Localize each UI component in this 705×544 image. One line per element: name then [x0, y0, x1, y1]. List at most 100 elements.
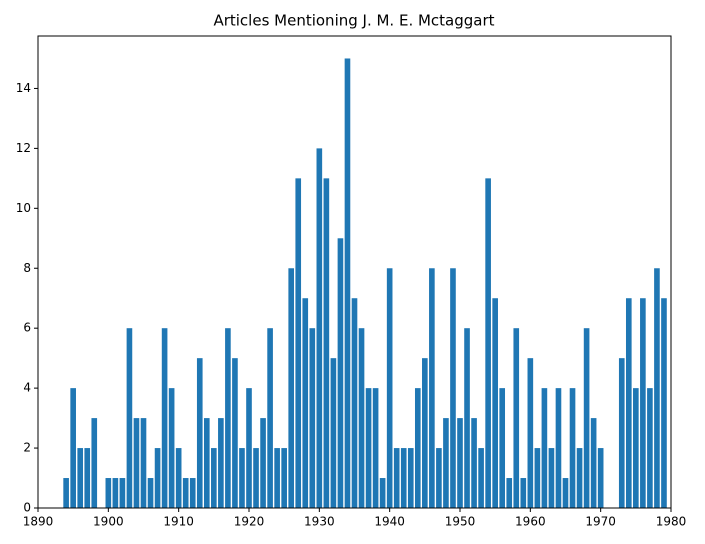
bar [189, 478, 196, 508]
bar [330, 358, 337, 508]
bar [309, 328, 316, 508]
y-tick-label: 8 [23, 261, 31, 275]
bar [358, 328, 365, 508]
bar [422, 358, 428, 508]
bar [640, 298, 646, 508]
bar [232, 358, 238, 508]
bar [513, 328, 520, 508]
bar [295, 178, 302, 508]
bar [661, 298, 667, 508]
bar [267, 328, 273, 508]
bar [239, 448, 245, 508]
bar [407, 448, 414, 508]
x-tick-label: 1910 [163, 515, 194, 529]
bar [464, 328, 470, 508]
bar [344, 58, 351, 508]
bar [288, 268, 295, 508]
bar [196, 358, 203, 508]
bar [647, 388, 653, 508]
bar [168, 388, 175, 508]
bar [534, 448, 541, 508]
bar [161, 328, 168, 508]
bar [485, 178, 491, 508]
x-tick-label: 1920 [234, 515, 265, 529]
bar [625, 298, 632, 508]
bar [84, 448, 91, 508]
bar [443, 418, 449, 508]
bar [548, 448, 555, 508]
bar [527, 358, 534, 508]
bar [316, 148, 323, 508]
bar [393, 448, 400, 508]
bar [147, 478, 154, 508]
bar [597, 448, 604, 508]
bar [400, 448, 407, 508]
bar [555, 388, 562, 508]
bar [450, 268, 456, 508]
y-tick-label: 0 [23, 501, 31, 515]
x-tick-label: 1960 [515, 515, 546, 529]
bar [471, 418, 477, 508]
y-tick-label: 12 [16, 141, 31, 155]
bar [302, 298, 309, 508]
y-tick-label: 10 [16, 201, 31, 215]
bar [414, 388, 421, 508]
x-tick-label: 1890 [23, 515, 54, 529]
y-tick-label: 6 [23, 321, 31, 335]
bar [569, 388, 576, 508]
bar [203, 418, 210, 508]
bar [337, 238, 344, 509]
bar [351, 298, 358, 508]
bar [618, 358, 625, 508]
bar [91, 418, 98, 508]
x-tick-label: 1900 [93, 515, 124, 529]
y-tick-label: 14 [16, 81, 31, 95]
x-tick-label: 1970 [585, 515, 616, 529]
bar [520, 478, 527, 508]
bar [457, 418, 463, 508]
bar [478, 448, 484, 508]
bar [323, 178, 330, 508]
bar [506, 478, 513, 508]
bar [576, 448, 583, 508]
bar [583, 328, 590, 508]
bar [562, 478, 569, 508]
bar [175, 448, 182, 508]
bar [436, 448, 442, 508]
bar [246, 388, 252, 508]
y-tick-label: 2 [23, 441, 31, 455]
bar [386, 268, 393, 508]
bar [218, 418, 224, 508]
bar [633, 388, 639, 508]
bar [372, 388, 379, 508]
y-tick-label: 4 [23, 381, 31, 395]
plot-frame [37, 35, 672, 509]
bar [590, 418, 597, 508]
bar [492, 298, 498, 508]
bar [133, 418, 140, 508]
bar [379, 478, 386, 508]
bar [77, 448, 84, 508]
bar [70, 388, 76, 508]
bar [182, 478, 189, 508]
x-tick-label: 1980 [656, 515, 687, 529]
bar [112, 478, 119, 508]
chart-title: Articles Mentioning J. M. E. Mctaggart [213, 12, 494, 30]
bar [274, 448, 280, 508]
bar [253, 448, 259, 508]
bar [140, 418, 147, 508]
bar [154, 448, 161, 508]
bar [105, 478, 112, 508]
bar [119, 478, 126, 508]
x-tick-label: 1940 [374, 515, 405, 529]
bar [260, 418, 266, 508]
x-tick-label: 1930 [304, 515, 335, 529]
bar [225, 328, 231, 508]
bar [654, 268, 660, 508]
bar [126, 328, 133, 508]
bar [211, 448, 217, 508]
bar [499, 388, 506, 508]
bar [541, 388, 548, 508]
bar [63, 478, 69, 508]
bar [281, 448, 287, 508]
